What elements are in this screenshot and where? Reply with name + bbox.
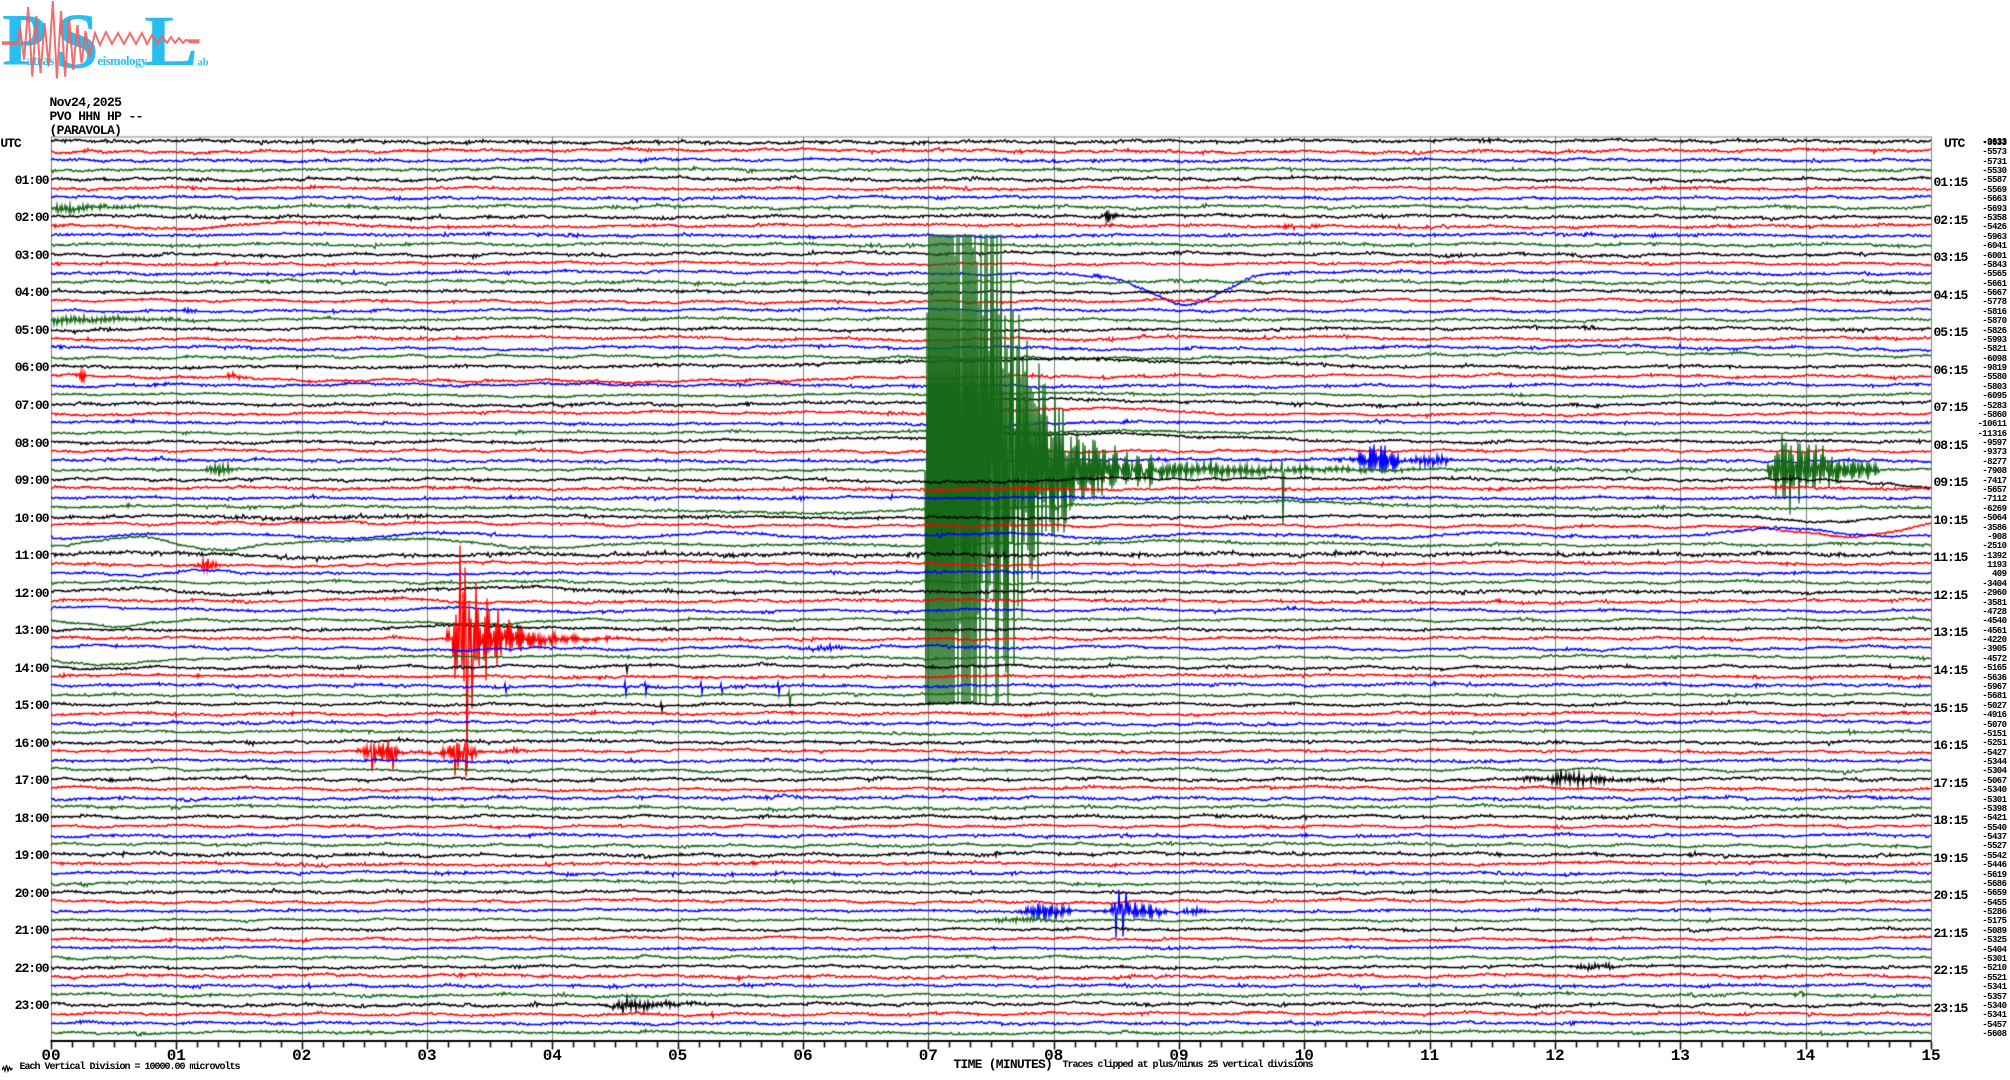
svg-text:eismology: eismology (98, 54, 148, 68)
svg-text:ab: ab (198, 57, 209, 68)
